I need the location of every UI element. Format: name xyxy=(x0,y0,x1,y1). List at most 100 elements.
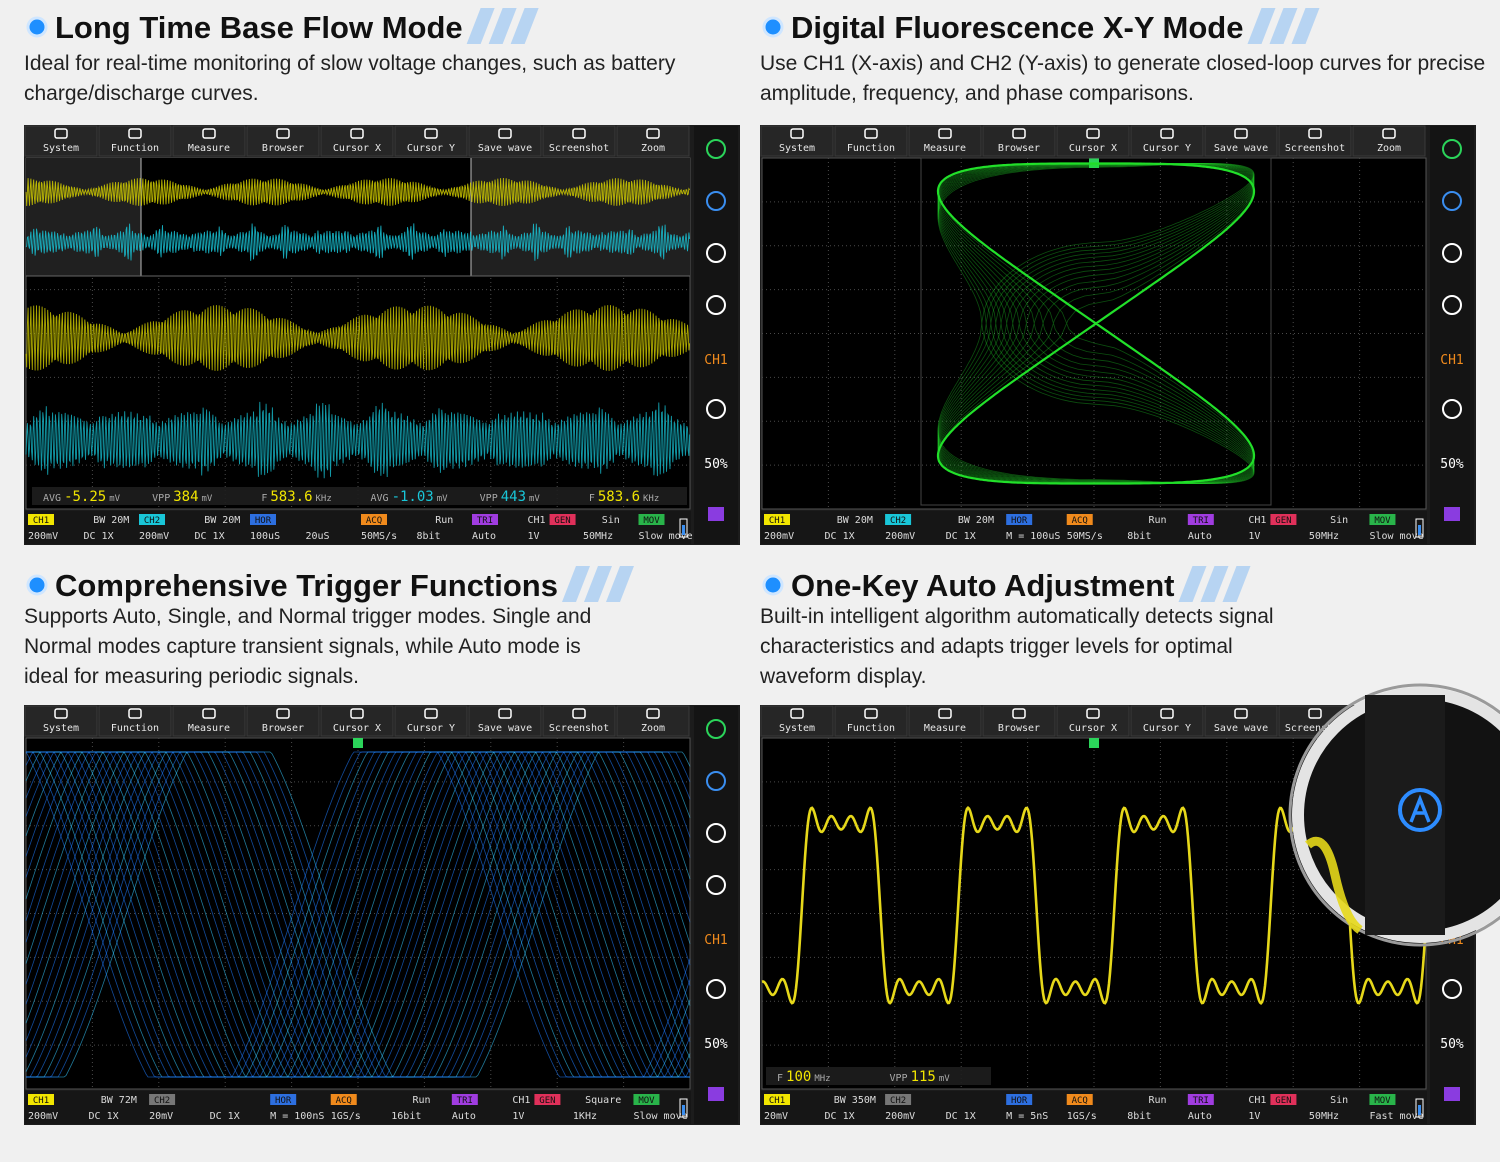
toolbar-button[interactable] xyxy=(982,125,1056,157)
side-button[interactable] xyxy=(1442,139,1462,159)
toolbar-button[interactable] xyxy=(1204,705,1278,737)
toolbar-button[interactable] xyxy=(542,705,616,737)
side-button[interactable] xyxy=(706,139,726,159)
toolbar-icon xyxy=(276,128,290,139)
side-button[interactable] xyxy=(706,243,726,263)
toolbar-label: System xyxy=(779,143,815,154)
toolbar-icon xyxy=(1086,708,1100,719)
xy-trace xyxy=(937,163,1255,484)
stripe xyxy=(1247,8,1276,44)
toolbar-button[interactable] xyxy=(98,705,172,737)
toolbar-button[interactable] xyxy=(1130,705,1204,737)
status-value: 50MS/s xyxy=(361,531,397,542)
toolbar-label: Cursor X xyxy=(1069,723,1117,734)
toolbar-button[interactable] xyxy=(24,125,98,157)
battery-level xyxy=(682,1105,685,1115)
status-tag-label: CH1 xyxy=(33,516,49,526)
measure-reading: VPP 384 mV xyxy=(152,489,213,505)
side-button[interactable] xyxy=(1442,399,1462,419)
status-tag xyxy=(1066,514,1093,525)
xy-trace xyxy=(937,163,1255,484)
status-bar xyxy=(761,511,1427,544)
toolbar-button[interactable] xyxy=(760,705,834,737)
side-button[interactable] xyxy=(706,295,726,315)
stripe xyxy=(605,566,634,602)
toolbar-button[interactable] xyxy=(908,705,982,737)
scope-screen: System Function Measure Browser Cursor X Curs… xyxy=(24,125,740,545)
toolbar-label: Browser xyxy=(998,143,1040,154)
toolbar-button[interactable] xyxy=(468,125,542,157)
stripe xyxy=(561,566,590,602)
measure-reading: VPP 115 mV xyxy=(890,1069,951,1085)
toolbar-button[interactable] xyxy=(1056,705,1130,737)
toolbar-button[interactable] xyxy=(320,705,394,737)
toolbar-button[interactable] xyxy=(1056,125,1130,157)
status-top: CH1 xyxy=(512,1095,530,1106)
toolbar-button[interactable] xyxy=(616,705,690,737)
status-value: Auto xyxy=(452,1111,476,1122)
toolbar-button[interactable] xyxy=(982,705,1056,737)
toolbar-button[interactable] xyxy=(1352,125,1426,157)
toolbar-button[interactable] xyxy=(24,705,98,737)
toolbar-button[interactable] xyxy=(760,125,834,157)
measure-label: F xyxy=(777,1073,783,1084)
status-value: 200mV xyxy=(28,531,58,542)
toolbar-button[interactable] xyxy=(834,705,908,737)
toolbar-button[interactable] xyxy=(172,705,246,737)
measure-label: F xyxy=(261,493,267,504)
toolbar-button[interactable] xyxy=(394,705,468,737)
panel-title: One-Key Auto Adjustment xyxy=(791,568,1175,603)
toolbar-button[interactable] xyxy=(908,125,982,157)
toolbar-button[interactable] xyxy=(834,125,908,157)
side-button[interactable] xyxy=(706,719,726,739)
side-button[interactable] xyxy=(706,875,726,895)
side-button[interactable] xyxy=(706,979,726,999)
toolbar-button[interactable] xyxy=(1278,125,1352,157)
bullet xyxy=(762,574,784,596)
side-flag xyxy=(708,507,724,521)
toolbar-button[interactable] xyxy=(542,125,616,157)
toolbar-label: System xyxy=(43,143,79,154)
toolbar-button[interactable] xyxy=(98,125,172,157)
stripe xyxy=(488,8,517,44)
side-button[interactable] xyxy=(706,771,726,791)
status-tag xyxy=(534,1094,561,1105)
side-button[interactable] xyxy=(1442,979,1462,999)
side-button[interactable] xyxy=(1442,243,1462,263)
status-value: Slow move xyxy=(1369,531,1423,542)
side-button[interactable] xyxy=(1442,191,1462,211)
status-tag xyxy=(149,1094,176,1105)
panel-description: waveform display. xyxy=(759,665,927,688)
side-button[interactable] xyxy=(1442,295,1462,315)
toolbar-button[interactable] xyxy=(616,125,690,157)
status-top: Sin xyxy=(1330,1095,1348,1106)
status-top: Run xyxy=(1149,1095,1167,1106)
status-value: 200mV xyxy=(885,531,915,542)
trigger-trace xyxy=(26,751,691,1078)
status-value: 50MHz xyxy=(1309,1111,1339,1122)
toolbar-label: Save wave xyxy=(1214,143,1268,154)
toolbar-button[interactable] xyxy=(1130,125,1204,157)
status-tag xyxy=(28,514,54,525)
status-tag xyxy=(1270,1094,1297,1105)
toolbar-button[interactable] xyxy=(172,125,246,157)
toolbar-button[interactable] xyxy=(394,125,468,157)
status-tag xyxy=(139,514,165,525)
toolbar-button[interactable] xyxy=(468,705,542,737)
status-tag-label: MOV xyxy=(643,516,660,526)
trigger-trace xyxy=(25,751,690,1078)
status-value: M = 5nS xyxy=(1006,1111,1048,1122)
measure-reading: VPP 443 mV xyxy=(480,489,541,505)
side-button[interactable] xyxy=(706,191,726,211)
toolbar-label: Save wave xyxy=(1214,723,1268,734)
toolbar-icon xyxy=(646,128,660,139)
toolbar-button[interactable] xyxy=(246,705,320,737)
side-flag xyxy=(1444,1087,1460,1101)
status-top: Square xyxy=(585,1095,621,1106)
toolbar-button[interactable] xyxy=(320,125,394,157)
toolbar-button[interactable] xyxy=(246,125,320,157)
side-button[interactable] xyxy=(706,399,726,419)
toolbar-button[interactable] xyxy=(1204,125,1278,157)
side-button[interactable] xyxy=(706,823,726,843)
